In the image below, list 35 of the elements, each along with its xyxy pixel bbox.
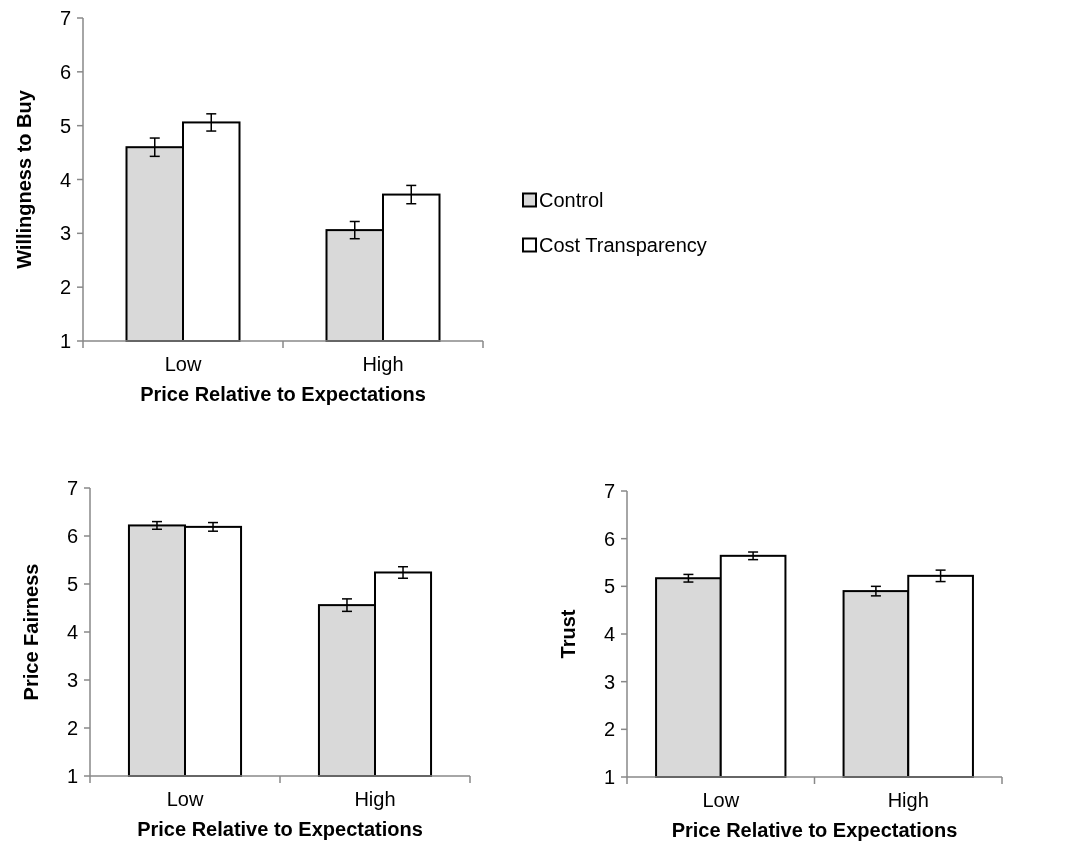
y-tick-label: 2 <box>66 717 78 739</box>
x-axis-title: Price Relative to Expectations <box>140 383 426 405</box>
y-tick-label: 6 <box>603 527 615 550</box>
legend-label: Cost Transparency <box>539 234 707 257</box>
y-tick-label: 4 <box>66 621 78 643</box>
y-axis-title: Trust <box>557 609 579 659</box>
x-tick-label: Low <box>164 353 202 375</box>
legend-label: Control <box>539 189 604 212</box>
y-tick-label: 3 <box>59 222 71 245</box>
y-tick-label: 5 <box>59 114 71 137</box>
y-tick-label: 7 <box>603 480 615 502</box>
y-tick-label: 1 <box>59 330 71 352</box>
x-tick-label: High <box>362 353 404 375</box>
y-axis-title: Willingness to Buy <box>13 89 35 269</box>
y-tick-label: 4 <box>59 168 71 191</box>
y-tick-label: 4 <box>603 623 615 645</box>
x-tick-label: Low <box>166 788 204 810</box>
x-tick-label: High <box>354 788 396 810</box>
y-axis-title: Price Fairness <box>20 563 42 701</box>
y-tick-label: 1 <box>603 766 615 788</box>
y-tick-label: 5 <box>603 575 615 598</box>
y-tick-label: 6 <box>66 525 78 547</box>
y-tick-label: 7 <box>59 7 71 29</box>
y-tick-label: 3 <box>603 670 615 693</box>
x-tick-label: High <box>887 789 929 811</box>
y-tick-label: 6 <box>59 60 71 83</box>
y-tick-label: 1 <box>66 765 78 787</box>
y-tick-label: 5 <box>66 573 78 595</box>
y-tick-label: 7 <box>66 477 78 499</box>
x-axis-title: Price Relative to Expectations <box>137 818 423 840</box>
x-tick-label: Low <box>702 789 740 811</box>
x-axis-title: Price Relative to Expectations <box>671 819 958 841</box>
y-tick-label: 3 <box>66 669 78 691</box>
y-tick-label: 2 <box>603 718 615 741</box>
y-tick-label: 2 <box>59 276 71 299</box>
